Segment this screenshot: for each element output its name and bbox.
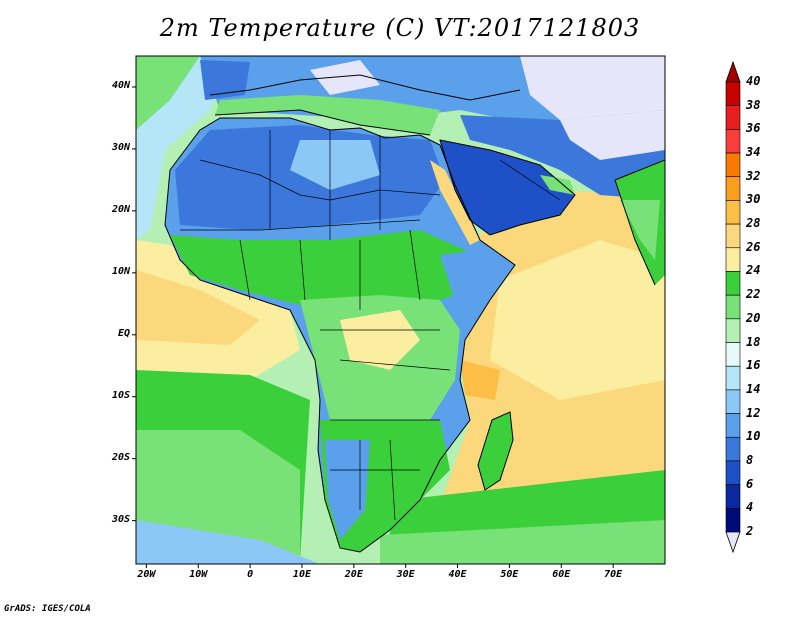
iran-cold [560, 110, 665, 160]
lat-label: 30N [111, 141, 130, 153]
colorbar-label: 2 [746, 524, 754, 538]
colorbar-label: 30 [746, 192, 761, 207]
colorbar-label: 6 [746, 476, 754, 491]
colorbar-label: 28 [746, 216, 761, 231]
atlantic-far-north [136, 56, 200, 130]
map-title: 2m Temperature (C) VT:2017121803 [159, 14, 641, 42]
colorbar-label: 20 [746, 310, 761, 325]
europe-cold [520, 56, 665, 120]
colorbar-bottom-arrow [725, 531, 741, 554]
ethiopia-cool [440, 250, 490, 300]
colorbar-segment [725, 81, 741, 106]
lon-label: 20W [137, 569, 156, 580]
colorbar-segment [725, 365, 741, 391]
colorbar-label: 26 [746, 239, 761, 254]
colorbar-label: 22 [746, 287, 761, 302]
lon-label: 0 [247, 569, 254, 580]
colorbar-label: 10 [746, 429, 761, 444]
colorbar-label: 36 [746, 121, 761, 136]
lon-label: 60E [552, 569, 571, 580]
colorbar [725, 60, 741, 554]
colorbar-segment [725, 200, 741, 225]
colorbar-label: 14 [746, 381, 761, 396]
lat-label: 10N [111, 265, 130, 277]
colorbar-segment [725, 152, 741, 178]
colorbar-segment [725, 247, 741, 272]
lat-label: 40N [111, 79, 130, 91]
colorbar-segment [725, 389, 741, 414]
persian-gulf [540, 175, 575, 195]
colorbar-segment [725, 508, 741, 533]
iberia-cold [200, 60, 250, 100]
lon-label: 10E [292, 569, 311, 580]
colorbar-label: 24 [746, 263, 761, 278]
colorbar-segment [725, 223, 741, 249]
colorbar-segment [725, 294, 741, 320]
colorbar-segment [725, 318, 741, 343]
colorbar-label: 34 [746, 145, 761, 160]
lat-label: 20N [111, 203, 130, 215]
lat-label: EQ [117, 327, 130, 339]
lon-label: 50E [500, 569, 519, 580]
lat-label: 10S [111, 389, 130, 401]
sahel-green [170, 230, 470, 305]
colorbar-segment [725, 413, 741, 438]
southern-africa-cool [325, 440, 370, 540]
colorbar-segment [725, 105, 741, 130]
india-south-warm [620, 200, 660, 260]
lat-label: 30S [111, 513, 130, 525]
atlantic-warm-core [136, 270, 260, 345]
arabia-land [440, 140, 575, 235]
lon-label: 20E [344, 569, 363, 580]
colorbar-segment [725, 484, 741, 509]
grads-credit: GrADS: IGES/COLA [4, 604, 91, 614]
central-warm [340, 310, 420, 370]
map-frame [135, 55, 666, 565]
south-atlantic-coldest [136, 520, 320, 564]
indian-ocean-warm-patch [460, 360, 500, 400]
colorbar-segment [725, 460, 741, 485]
mediterranean-sea [215, 95, 440, 135]
indian-ocean-far-south [380, 520, 665, 564]
colorbar-label: 32 [746, 168, 761, 183]
colorbar-label: 18 [746, 334, 761, 349]
lon-label: 70E [604, 569, 623, 580]
colorbar-segment [725, 342, 741, 367]
lon-label: 40E [448, 569, 467, 580]
lat-ticks [132, 86, 136, 522]
colorbar-segment [725, 176, 741, 201]
colorbar-label: 38 [746, 97, 761, 112]
lon-label: 10W [189, 569, 208, 580]
indian-ocean-central [490, 240, 665, 400]
colorbar-label: 8 [746, 452, 754, 467]
red-sea [430, 160, 480, 245]
colorbar-label: 4 [746, 500, 754, 515]
colorbar-label: 16 [746, 358, 761, 373]
lon-label: 30E [396, 569, 415, 580]
lat-label: 20S [111, 451, 130, 463]
colorbar-label: 40 [746, 74, 761, 88]
colorbar-segment [725, 129, 741, 154]
lon-ticks [145, 564, 614, 568]
madagascar [478, 412, 513, 490]
sahara-cool-patch [290, 140, 380, 190]
colorbar-label: 12 [746, 405, 761, 420]
coastlines [164, 74, 665, 553]
colorbar-segment [725, 271, 741, 296]
colorbar-segment [725, 436, 741, 462]
alps-cold [310, 60, 380, 95]
country-borders [180, 130, 561, 521]
colorbar-top-arrow [725, 60, 741, 83]
